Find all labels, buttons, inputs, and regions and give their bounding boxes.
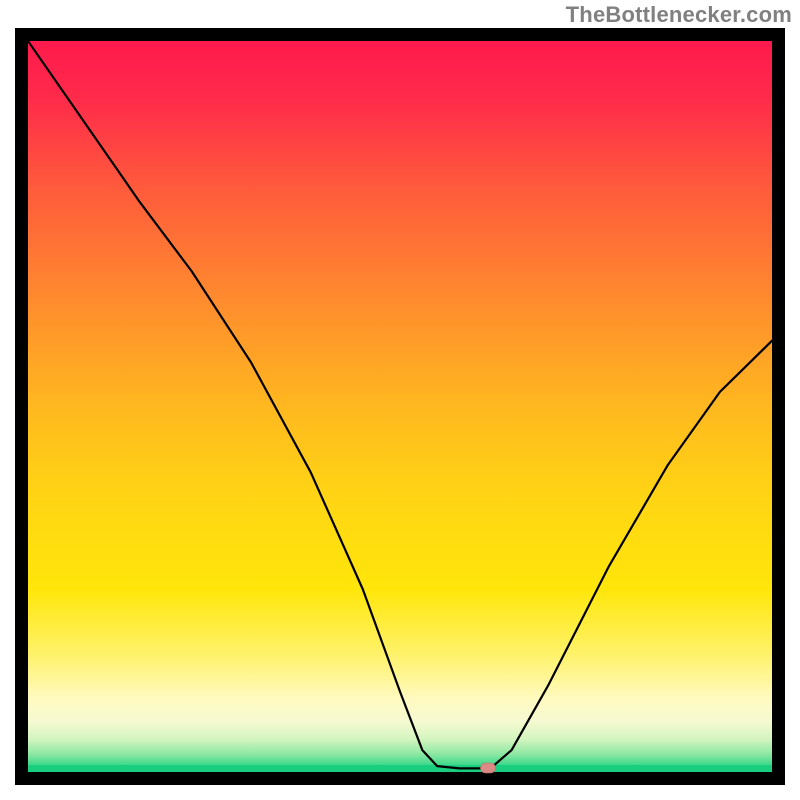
chart-container: TheBottlenecker.com (0, 0, 800, 800)
optimal-point-marker (480, 762, 496, 773)
bottleneck-curve (0, 0, 800, 800)
